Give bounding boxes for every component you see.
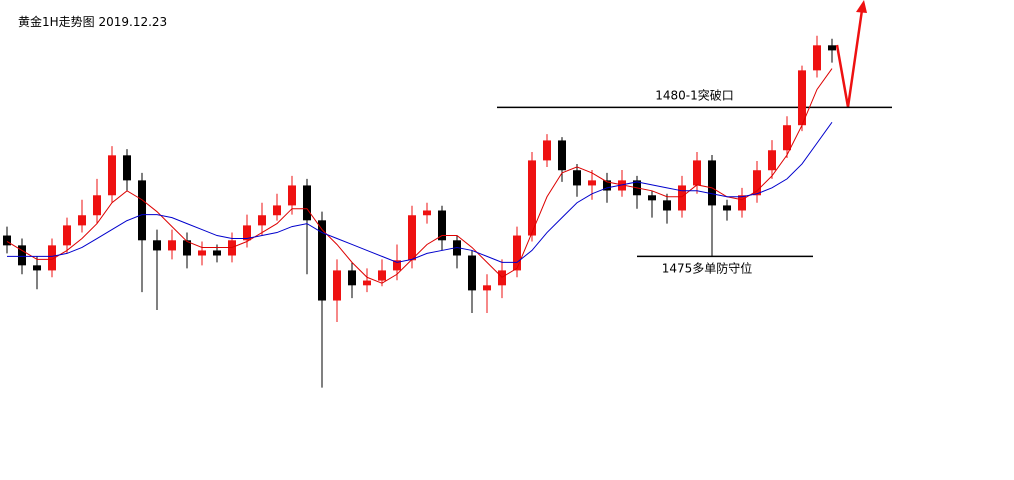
candle-body — [648, 195, 656, 201]
candle-body — [708, 160, 716, 206]
candle-body — [63, 225, 71, 246]
candle-body — [183, 240, 191, 256]
candle-body — [603, 180, 611, 191]
chart-title: 黄金1H走势图 2019.12.23 — [18, 14, 167, 29]
candle-body — [93, 195, 101, 216]
candle-body — [618, 180, 626, 191]
candle-body — [363, 280, 371, 286]
candle-body — [3, 235, 11, 246]
candle-body — [33, 265, 41, 271]
candle-body — [48, 245, 56, 271]
candle-body — [423, 210, 431, 216]
candle-body — [378, 270, 386, 281]
candle-body — [588, 180, 596, 186]
candle-body — [483, 285, 491, 291]
candle-body — [318, 220, 326, 301]
arrow-line — [835, 9, 864, 108]
moving-average — [6, 68, 833, 284]
candle-body — [168, 240, 176, 251]
level-label: 1475多单防守位 — [662, 260, 753, 275]
candle-body — [438, 210, 446, 241]
candle-body — [288, 185, 296, 206]
candle-body — [768, 150, 776, 171]
candle-body — [258, 215, 266, 226]
candle-body — [663, 200, 671, 211]
candle-body — [498, 270, 506, 286]
candle-body — [468, 255, 476, 291]
candle-body — [273, 205, 281, 216]
candle-body — [528, 160, 536, 236]
candle-body — [213, 250, 221, 256]
candle-body — [303, 185, 311, 221]
arrow-head — [856, 0, 867, 13]
candle-body — [333, 270, 341, 301]
candle-body — [18, 245, 26, 266]
candle-body — [783, 125, 791, 151]
candle-body — [573, 170, 581, 186]
candle-body — [723, 205, 731, 211]
candle-body — [198, 250, 206, 256]
candle-body — [243, 225, 251, 241]
candle-body — [558, 140, 566, 171]
candle-body — [348, 270, 356, 286]
candle-body — [693, 160, 701, 186]
candle-body — [828, 45, 836, 51]
candle-body — [408, 215, 416, 261]
candle-body — [678, 185, 686, 211]
candle-body — [393, 260, 401, 271]
candle-body — [108, 155, 116, 196]
candle-body — [78, 215, 86, 226]
level-label: 1480-1突破口 — [655, 87, 734, 102]
candle-body — [813, 45, 821, 71]
candle-body — [753, 170, 761, 196]
candle-body — [543, 140, 551, 161]
candle-body — [798, 70, 806, 126]
candle-body — [123, 155, 131, 181]
candle-body — [153, 240, 161, 251]
projection-arrow — [835, 0, 867, 108]
candle-body — [738, 195, 746, 211]
candle-body — [513, 235, 521, 271]
moving-average — [7, 121, 833, 263]
candle-body — [138, 180, 146, 241]
